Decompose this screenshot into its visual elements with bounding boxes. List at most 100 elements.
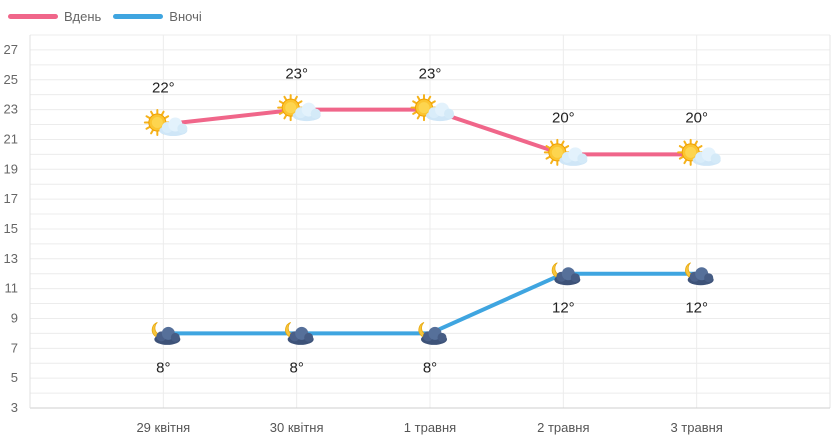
dark-cloud-shape xyxy=(154,326,181,345)
dark-cloud-shape xyxy=(421,326,447,345)
y-tick-label: 21 xyxy=(4,131,18,146)
cloud-puff xyxy=(704,273,714,283)
sun-ray xyxy=(278,100,284,105)
data-label-day: 20° xyxy=(685,109,708,126)
sun-ray xyxy=(430,100,436,105)
cloud-puff xyxy=(444,108,454,119)
moon-cloud-icon xyxy=(418,322,447,345)
sun-ray xyxy=(160,110,165,116)
sun-ray xyxy=(164,115,170,120)
sun-ray xyxy=(694,140,698,146)
y-tick-label: 25 xyxy=(4,72,18,87)
sun-ray xyxy=(283,95,288,101)
y-tick-label: 17 xyxy=(4,191,18,206)
sun-ray xyxy=(678,145,684,149)
y-tick-label: 15 xyxy=(4,221,18,236)
legend-label-night: Вночі xyxy=(169,8,202,24)
legend-item-day[interactable]: Вдень xyxy=(8,9,101,24)
dark-cloud-shape xyxy=(554,267,581,286)
y-tick-label: 3 xyxy=(11,400,18,415)
sun-ray xyxy=(283,114,288,120)
dark-cloud-shape xyxy=(687,267,714,286)
data-label-day: 22° xyxy=(152,80,175,97)
y-tick-label: 23 xyxy=(4,102,18,117)
y-tick-label: 7 xyxy=(11,340,18,355)
cloud-puff xyxy=(304,332,314,342)
data-label-day: 23° xyxy=(285,66,308,83)
data-label-night: 8° xyxy=(289,359,303,376)
moon-cloud-icon xyxy=(685,262,714,286)
dark-cloud-shape xyxy=(287,326,314,345)
sun-ray xyxy=(560,140,565,146)
legend-swatch-night xyxy=(113,13,164,19)
cloud-puff xyxy=(170,332,180,342)
x-tick-label: 1 травня xyxy=(404,420,456,435)
sun-core xyxy=(551,146,563,158)
sun-cloud-icon xyxy=(677,138,721,166)
cloud-puff xyxy=(437,332,447,342)
x-tick-label: 29 квітня xyxy=(136,420,190,435)
data-label-night: 12° xyxy=(552,300,575,317)
cloud-shape xyxy=(559,147,588,166)
cloud-shape xyxy=(159,117,188,137)
sun-ray xyxy=(150,110,154,116)
sun-ray xyxy=(550,140,554,146)
sun-ray xyxy=(683,140,688,146)
cloud-puff xyxy=(570,273,580,283)
data-label-night: 8° xyxy=(423,359,437,376)
y-tick-label: 13 xyxy=(4,251,18,266)
data-label-night: 12° xyxy=(685,300,708,317)
y-tick-label: 5 xyxy=(11,370,18,385)
sun-cloud-icon xyxy=(277,94,321,122)
x-tick-label: 30 квітня xyxy=(270,420,324,435)
cloud-puff xyxy=(310,108,321,119)
sun-cloud-icon xyxy=(543,138,588,166)
sun-ray xyxy=(416,114,421,120)
sun-core xyxy=(285,102,297,114)
legend-label-day: Вдень xyxy=(64,8,102,24)
sun-ray xyxy=(564,145,570,149)
sun-ray xyxy=(545,145,551,149)
legend-swatch-day xyxy=(8,13,58,19)
moon-cloud-icon xyxy=(285,322,314,345)
cloud-shape xyxy=(292,102,321,122)
y-tick-label: 19 xyxy=(4,161,18,176)
cloud-puff xyxy=(177,123,188,134)
sun-ray xyxy=(683,159,688,165)
sun-ray xyxy=(294,95,298,101)
cloud-puff xyxy=(577,153,588,164)
cloud-shape xyxy=(692,147,721,166)
sun-ray xyxy=(545,155,551,160)
sun-ray xyxy=(412,100,418,105)
sun-ray xyxy=(550,159,554,165)
y-tick-label: 11 xyxy=(5,281,19,296)
sun-ray xyxy=(150,129,154,135)
sun-ray xyxy=(278,111,284,115)
sun-ray xyxy=(145,126,151,130)
moon-cloud-icon xyxy=(151,322,181,345)
sun-core xyxy=(418,102,430,114)
y-tick-label: 9 xyxy=(11,310,18,325)
sun-ray xyxy=(145,115,151,120)
sun-ray xyxy=(697,145,703,149)
sun-ray xyxy=(416,95,421,101)
sun-ray xyxy=(427,95,432,101)
sun-cloud-icon xyxy=(143,109,188,137)
sun-ray xyxy=(412,111,418,115)
x-tick-label: 2 травня xyxy=(537,420,589,435)
cloud-puff xyxy=(710,153,721,164)
data-label-night: 8° xyxy=(156,359,170,376)
data-label-day: 20° xyxy=(552,109,575,126)
y-tick-label: 27 xyxy=(4,42,18,57)
x-tick-label: 3 травня xyxy=(670,420,722,435)
sun-ray xyxy=(297,100,303,105)
sun-core xyxy=(151,117,163,129)
sun-core xyxy=(685,146,697,158)
moon-cloud-icon xyxy=(551,262,581,286)
legend-item-night[interactable]: Вночі xyxy=(113,8,202,24)
sun-ray xyxy=(678,155,684,160)
sun-cloud-icon xyxy=(410,94,454,122)
cloud-shape xyxy=(426,102,454,122)
data-label-day: 23° xyxy=(419,66,442,83)
